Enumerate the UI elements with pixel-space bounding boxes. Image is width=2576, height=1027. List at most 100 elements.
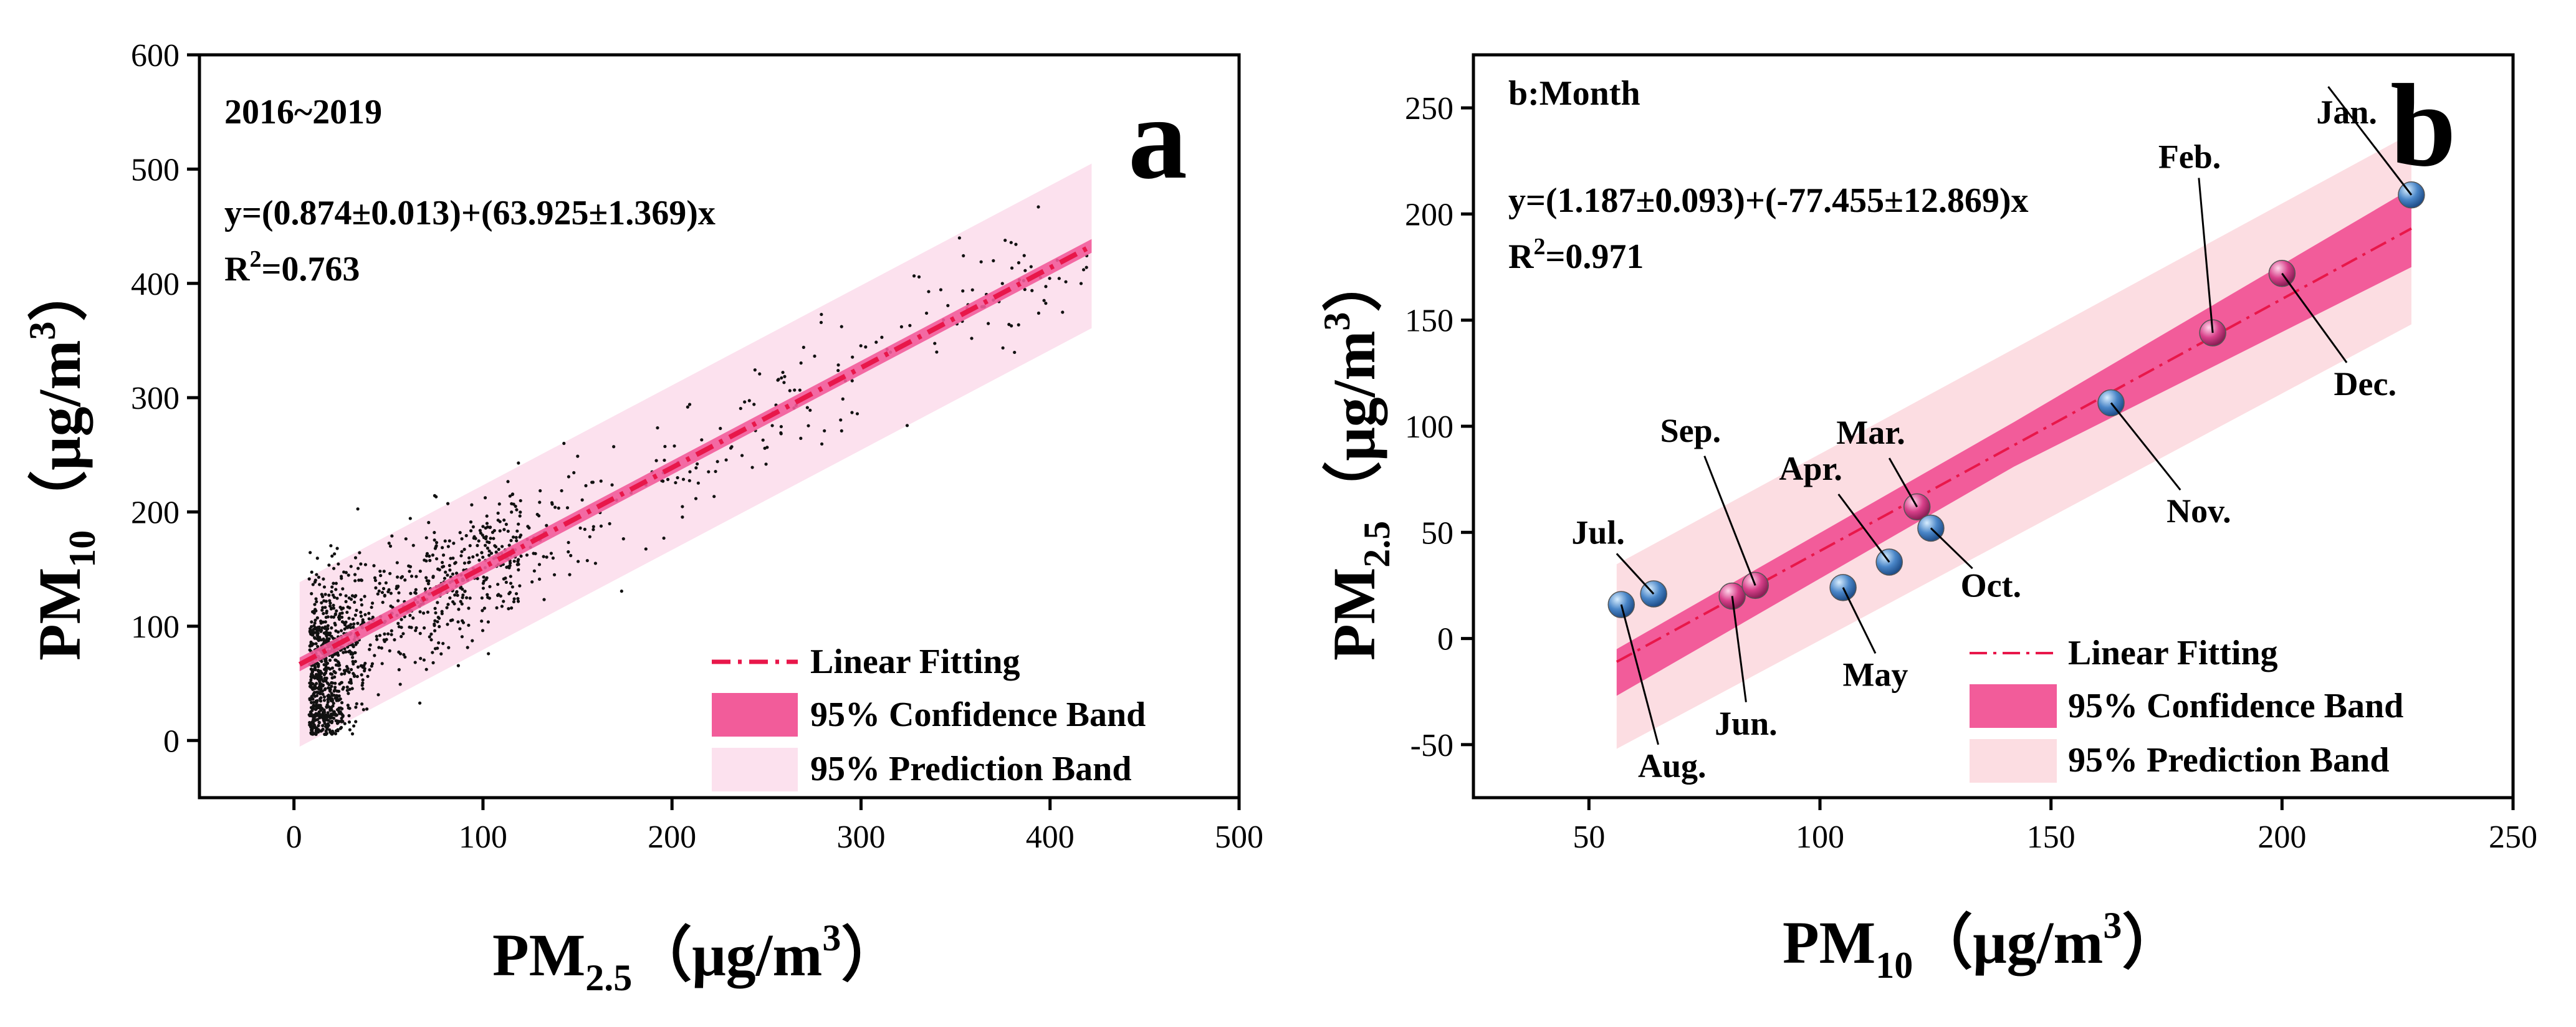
panel-b-month-label: Nov. <box>2167 492 2231 530</box>
panel-a-point <box>486 540 489 544</box>
panel-a-point <box>584 484 588 487</box>
panel-a-point <box>813 354 816 358</box>
panel-a-point <box>456 593 459 597</box>
panel-a-point <box>309 642 313 646</box>
panel-a-point <box>512 597 516 601</box>
panel-a-point <box>329 544 333 548</box>
panel-a-point <box>381 600 385 604</box>
panel-a-legend-prediction-swatch <box>712 748 798 791</box>
panel-a-point <box>309 725 313 729</box>
panel-a-point <box>518 514 522 518</box>
panel-a-point <box>480 596 484 600</box>
panel-a-point <box>448 563 451 568</box>
panel-a-point <box>347 616 351 620</box>
panel-a-point <box>514 535 518 540</box>
panel-a-point <box>437 641 441 645</box>
panel-b-xlabel-unit: （μg/m <box>1913 909 2103 976</box>
panel-a-point <box>363 563 368 566</box>
panel-a-point <box>333 613 337 616</box>
panel-a-point <box>476 576 479 581</box>
panel-a-point <box>517 461 520 465</box>
panel-a-point <box>644 547 648 551</box>
panel-a-point <box>485 514 489 518</box>
panel-a-point <box>378 570 382 573</box>
panel-a-point <box>329 720 333 724</box>
panel-a-point <box>610 483 614 487</box>
panel-a-point <box>712 495 716 499</box>
panel-a-point <box>957 236 961 240</box>
panel-a-point <box>317 728 320 732</box>
panel-a-point <box>323 687 327 692</box>
panel-a-point <box>591 525 595 528</box>
panel-a-point <box>325 724 328 727</box>
panel-a-point <box>443 539 447 543</box>
panel-a-point <box>310 624 314 629</box>
panel-a-point <box>486 620 490 624</box>
panel-a-point <box>483 496 487 500</box>
panel-a-point <box>451 556 455 560</box>
panel-b-y-axis-title: PM2.5（μg/m3） <box>1316 252 1397 661</box>
panel-a-point <box>427 579 431 583</box>
panel-a-point <box>532 569 536 573</box>
panel-a-point <box>328 601 332 605</box>
panel-b-y-tick-label: -50 <box>1410 728 1453 763</box>
panel-a-point <box>516 597 520 601</box>
panel-a-point <box>333 732 338 736</box>
panel-a-point <box>560 489 563 493</box>
panel-a-point <box>353 600 357 604</box>
panel-a-point <box>428 554 431 558</box>
panel-a-point <box>820 442 824 446</box>
panel-a-point <box>663 458 666 462</box>
panel-a-point <box>460 602 464 606</box>
panel-a-point <box>332 689 336 693</box>
panel-a-point <box>591 480 595 484</box>
panel-b-month-label: Sep. <box>1660 412 1721 449</box>
panel-b-month-label: Apr. <box>1779 450 1842 487</box>
panel-a-point <box>344 594 348 598</box>
panel-a-point <box>970 337 974 340</box>
panel-a-point <box>433 629 437 633</box>
panel-a-point <box>333 712 337 716</box>
panel-a-point <box>307 577 311 581</box>
panel-a-point <box>310 570 314 574</box>
panel-a-point <box>349 598 353 601</box>
panel-a-point <box>368 643 372 647</box>
panel-a-confidence-band <box>299 239 1092 672</box>
panel-a-point <box>1001 346 1005 350</box>
panel-a-point <box>356 566 360 570</box>
panel-a-point <box>315 616 319 620</box>
panel-a-point <box>338 706 343 710</box>
panel-a-point <box>376 693 380 697</box>
panel-a-point <box>908 323 912 327</box>
panel-a-point <box>462 561 467 565</box>
panel-a-point <box>324 662 328 666</box>
panel-a-point <box>1037 205 1040 209</box>
panel-a-point <box>694 497 698 500</box>
panel-a-point <box>312 700 315 704</box>
panel-a-point <box>578 526 582 530</box>
panel-a-point <box>434 541 439 545</box>
panel-a-point <box>1010 324 1013 328</box>
panel-a-point <box>580 498 584 502</box>
panel-a-point <box>335 547 339 550</box>
panel-a-point <box>356 621 360 625</box>
panel-a-point <box>567 540 570 545</box>
panel-a-point <box>373 654 376 657</box>
panel-a-point <box>388 544 393 548</box>
panel-a-point <box>312 716 315 720</box>
panel-a-point <box>418 570 422 573</box>
panel-b-leader-line <box>1620 604 1659 745</box>
panel-a-point <box>320 677 323 681</box>
panel-a-point <box>348 687 352 691</box>
panel-a-point <box>337 653 340 657</box>
panel-a-point <box>345 685 349 689</box>
panel-a-point <box>493 544 497 548</box>
panel-a-y-tick-label: 400 <box>131 267 180 302</box>
panel-a-point <box>330 666 334 670</box>
panel-a-point <box>313 621 317 625</box>
panel-a-point <box>326 627 330 631</box>
panel-a-point <box>788 389 792 393</box>
panel-a-point <box>509 581 513 585</box>
panel-a-point <box>496 511 500 515</box>
panel-a-point <box>444 570 448 574</box>
